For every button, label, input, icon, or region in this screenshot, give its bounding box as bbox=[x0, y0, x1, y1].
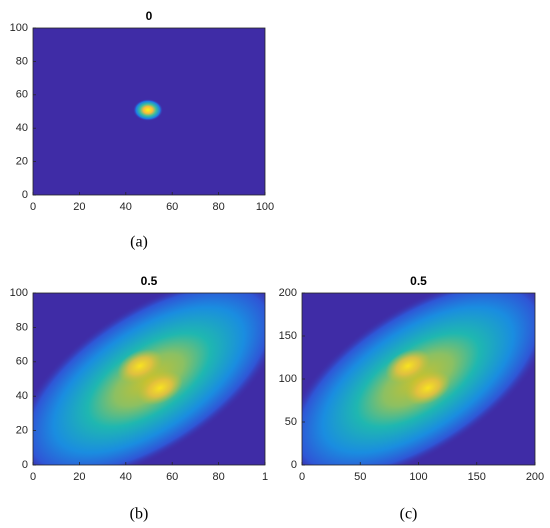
x-tick-label: 80 bbox=[212, 201, 224, 213]
caption: (c) bbox=[400, 506, 418, 523]
x-tick-label: 60 bbox=[166, 201, 178, 213]
y-tick-label: 100 bbox=[10, 287, 28, 299]
axes-frame bbox=[32, 292, 266, 466]
y-tick-label: 50 bbox=[285, 416, 297, 428]
y-tick-label: 0 bbox=[22, 189, 28, 201]
heat-lobe bbox=[137, 371, 183, 405]
y-tick-label: 0 bbox=[291, 459, 297, 471]
y-tick-label: 60 bbox=[16, 89, 28, 101]
heat-blob bbox=[133, 99, 163, 121]
caption: (a) bbox=[130, 234, 148, 251]
x-tick-label: 150 bbox=[468, 471, 486, 483]
x-tick-label: 20 bbox=[73, 471, 85, 483]
y-tick-label: 60 bbox=[16, 356, 28, 368]
heat-field bbox=[33, 293, 265, 465]
y-tick-label: 40 bbox=[16, 122, 28, 134]
axes-frame bbox=[32, 27, 266, 196]
x-tick-label: 0 bbox=[30, 201, 36, 213]
y-tick-label: 20 bbox=[16, 425, 28, 437]
x-tick-label: 200 bbox=[526, 471, 544, 483]
heat-lobe bbox=[405, 371, 451, 405]
chart-title: 0.5 bbox=[410, 274, 427, 288]
x-tick-label: 80 bbox=[212, 471, 224, 483]
x-tick-label: 0 bbox=[299, 471, 305, 483]
chart-title: 0.5 bbox=[141, 274, 158, 288]
x-tick-label: 0 bbox=[30, 471, 36, 483]
y-tick-label: 100 bbox=[10, 22, 28, 34]
y-tick-label: 200 bbox=[279, 287, 297, 299]
x-tick-label: 60 bbox=[166, 471, 178, 483]
x-tick-label: 20 bbox=[73, 201, 85, 213]
x-tick-label: 40 bbox=[120, 201, 132, 213]
heat-field bbox=[302, 293, 535, 465]
x-tick-label: 50 bbox=[354, 471, 366, 483]
heat-field bbox=[133, 99, 163, 121]
y-tick-label: 20 bbox=[16, 156, 28, 168]
y-tick-label: 0 bbox=[22, 459, 28, 471]
y-tick-label: 80 bbox=[16, 55, 28, 67]
x-tick-label: 40 bbox=[120, 471, 132, 483]
heat-lobe bbox=[117, 349, 163, 383]
y-tick-label: 40 bbox=[16, 390, 28, 402]
chart-title: 0 bbox=[146, 9, 153, 23]
heat-lobe bbox=[385, 349, 431, 383]
y-tick-label: 100 bbox=[279, 373, 297, 385]
x-tick-label: 100 bbox=[256, 201, 274, 213]
caption: (b) bbox=[130, 506, 149, 523]
x-tick-label: 1 bbox=[262, 471, 268, 483]
y-tick-label: 80 bbox=[16, 321, 28, 333]
x-tick-label: 100 bbox=[409, 471, 427, 483]
y-tick-label: 150 bbox=[279, 330, 297, 342]
